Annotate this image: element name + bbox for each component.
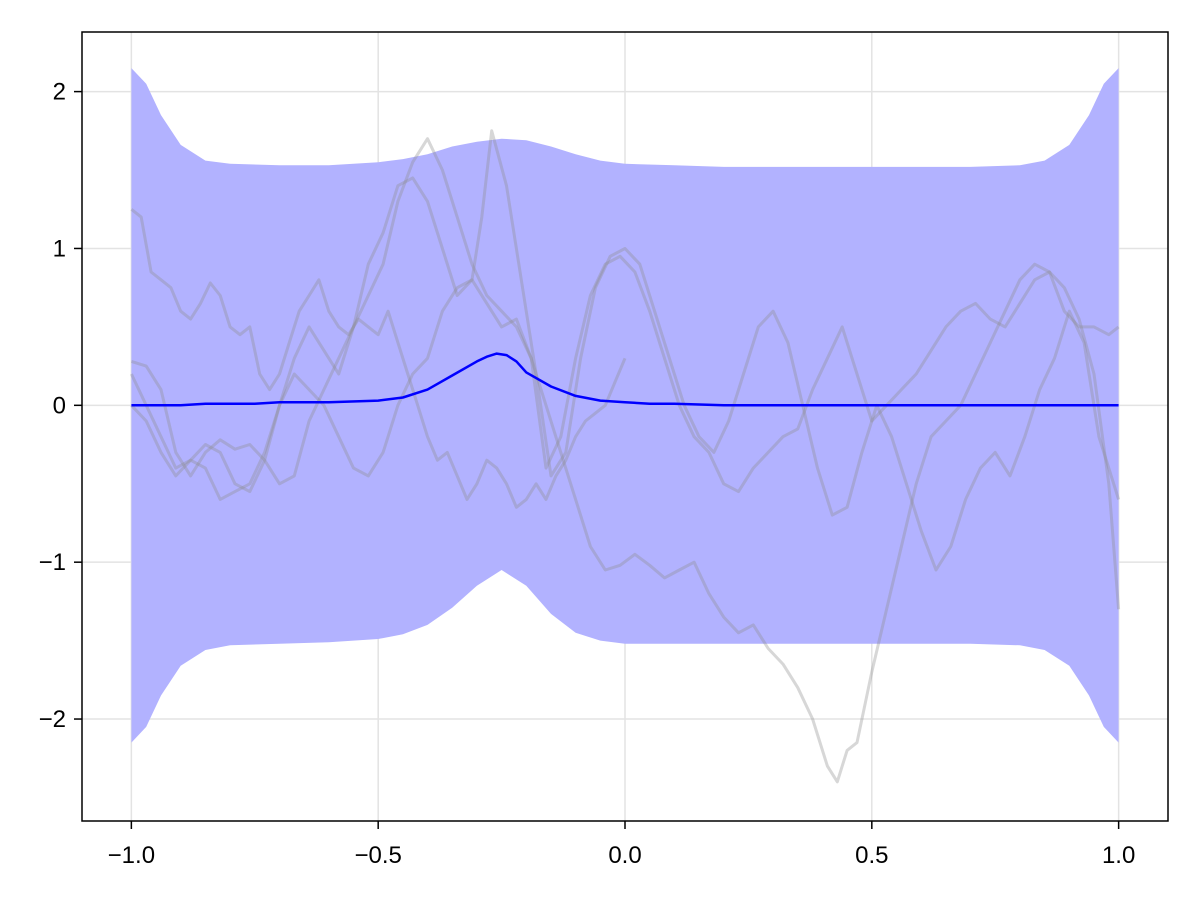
sample-path-line bbox=[130, 254, 1121, 610]
sample-path-line bbox=[130, 208, 627, 509]
y-tick-label: −1 bbox=[39, 549, 66, 576]
y-tick-label: −2 bbox=[39, 706, 66, 733]
x-tick-label: −1.0 bbox=[108, 842, 155, 869]
sample-path-line bbox=[130, 137, 1120, 784]
x-tick-label: 1.0 bbox=[1102, 842, 1135, 869]
confidence-band-area bbox=[131, 68, 1119, 743]
series-lines bbox=[130, 129, 1121, 784]
confidence-band bbox=[131, 68, 1119, 743]
mean-line bbox=[131, 352, 1119, 407]
x-tick-label: 0.0 bbox=[608, 842, 641, 869]
sample-path-line bbox=[130, 129, 1121, 572]
y-tick-label: 2 bbox=[53, 79, 66, 106]
tick-labels: −1.0 −0.5 0.0 0.5 1.0 −2 −1 0 1 2 bbox=[39, 79, 1136, 869]
x-tick-label: 0.5 bbox=[855, 842, 888, 869]
axis-ticks bbox=[74, 90, 1120, 829]
y-tick-label: 0 bbox=[53, 392, 66, 419]
x-tick-label: −0.5 bbox=[354, 842, 401, 869]
y-tick-label: 1 bbox=[53, 235, 66, 262]
